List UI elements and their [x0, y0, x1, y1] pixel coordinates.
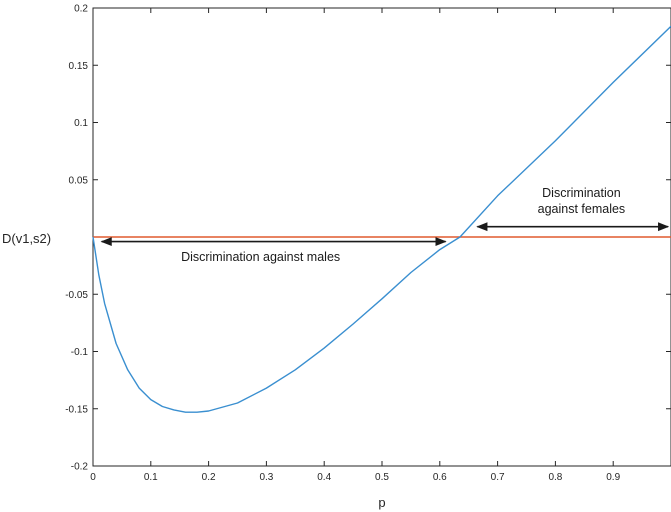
series-line-curve	[92, 25, 671, 413]
y-tick-label: -0.15	[65, 404, 88, 415]
y-tick-label: 0.05	[69, 175, 89, 186]
y-tick-label: 0.15	[69, 61, 89, 72]
annotation-text: against females	[538, 202, 626, 216]
y-axis-title: D(v1,s2)	[2, 231, 51, 246]
y-tick-label: -0.2	[71, 462, 89, 473]
annotation-text: Discrimination against males	[181, 250, 340, 264]
x-tick-label: 0.6	[433, 472, 447, 483]
annotation-layer: Discrimination against males Discriminati…	[100, 186, 670, 264]
series-layer	[92, 25, 671, 413]
x-tick-label: 0.7	[491, 472, 505, 483]
y-tick-label: 0.1	[74, 118, 88, 129]
x-tick-label: 0.9	[606, 472, 620, 483]
x-tick-label: 0.5	[375, 472, 389, 483]
y-axis: -0.2 -0.15 -0.1 -0.05 0.05 0.1 0.15 0.2	[65, 4, 671, 473]
y-tick-label: -0.1	[71, 347, 89, 358]
x-axis: 0 0.1 0.2 0.3 0.4 0.5 0.6 0.7 0.8 0.9	[90, 8, 621, 483]
x-tick-label: 0.8	[548, 472, 562, 483]
x-axis-title: p	[378, 495, 385, 510]
x-tick-label: 0.3	[259, 472, 273, 483]
x-tick-label: 0.4	[317, 472, 331, 483]
y-tick-label: -0.05	[65, 290, 88, 301]
y-tick-label: 0.2	[74, 4, 88, 15]
annotation-text: Discrimination	[542, 186, 621, 200]
x-tick-label: 0.2	[202, 472, 216, 483]
x-tick-label: 0.1	[144, 472, 158, 483]
x-tick-label: 0	[90, 472, 96, 483]
